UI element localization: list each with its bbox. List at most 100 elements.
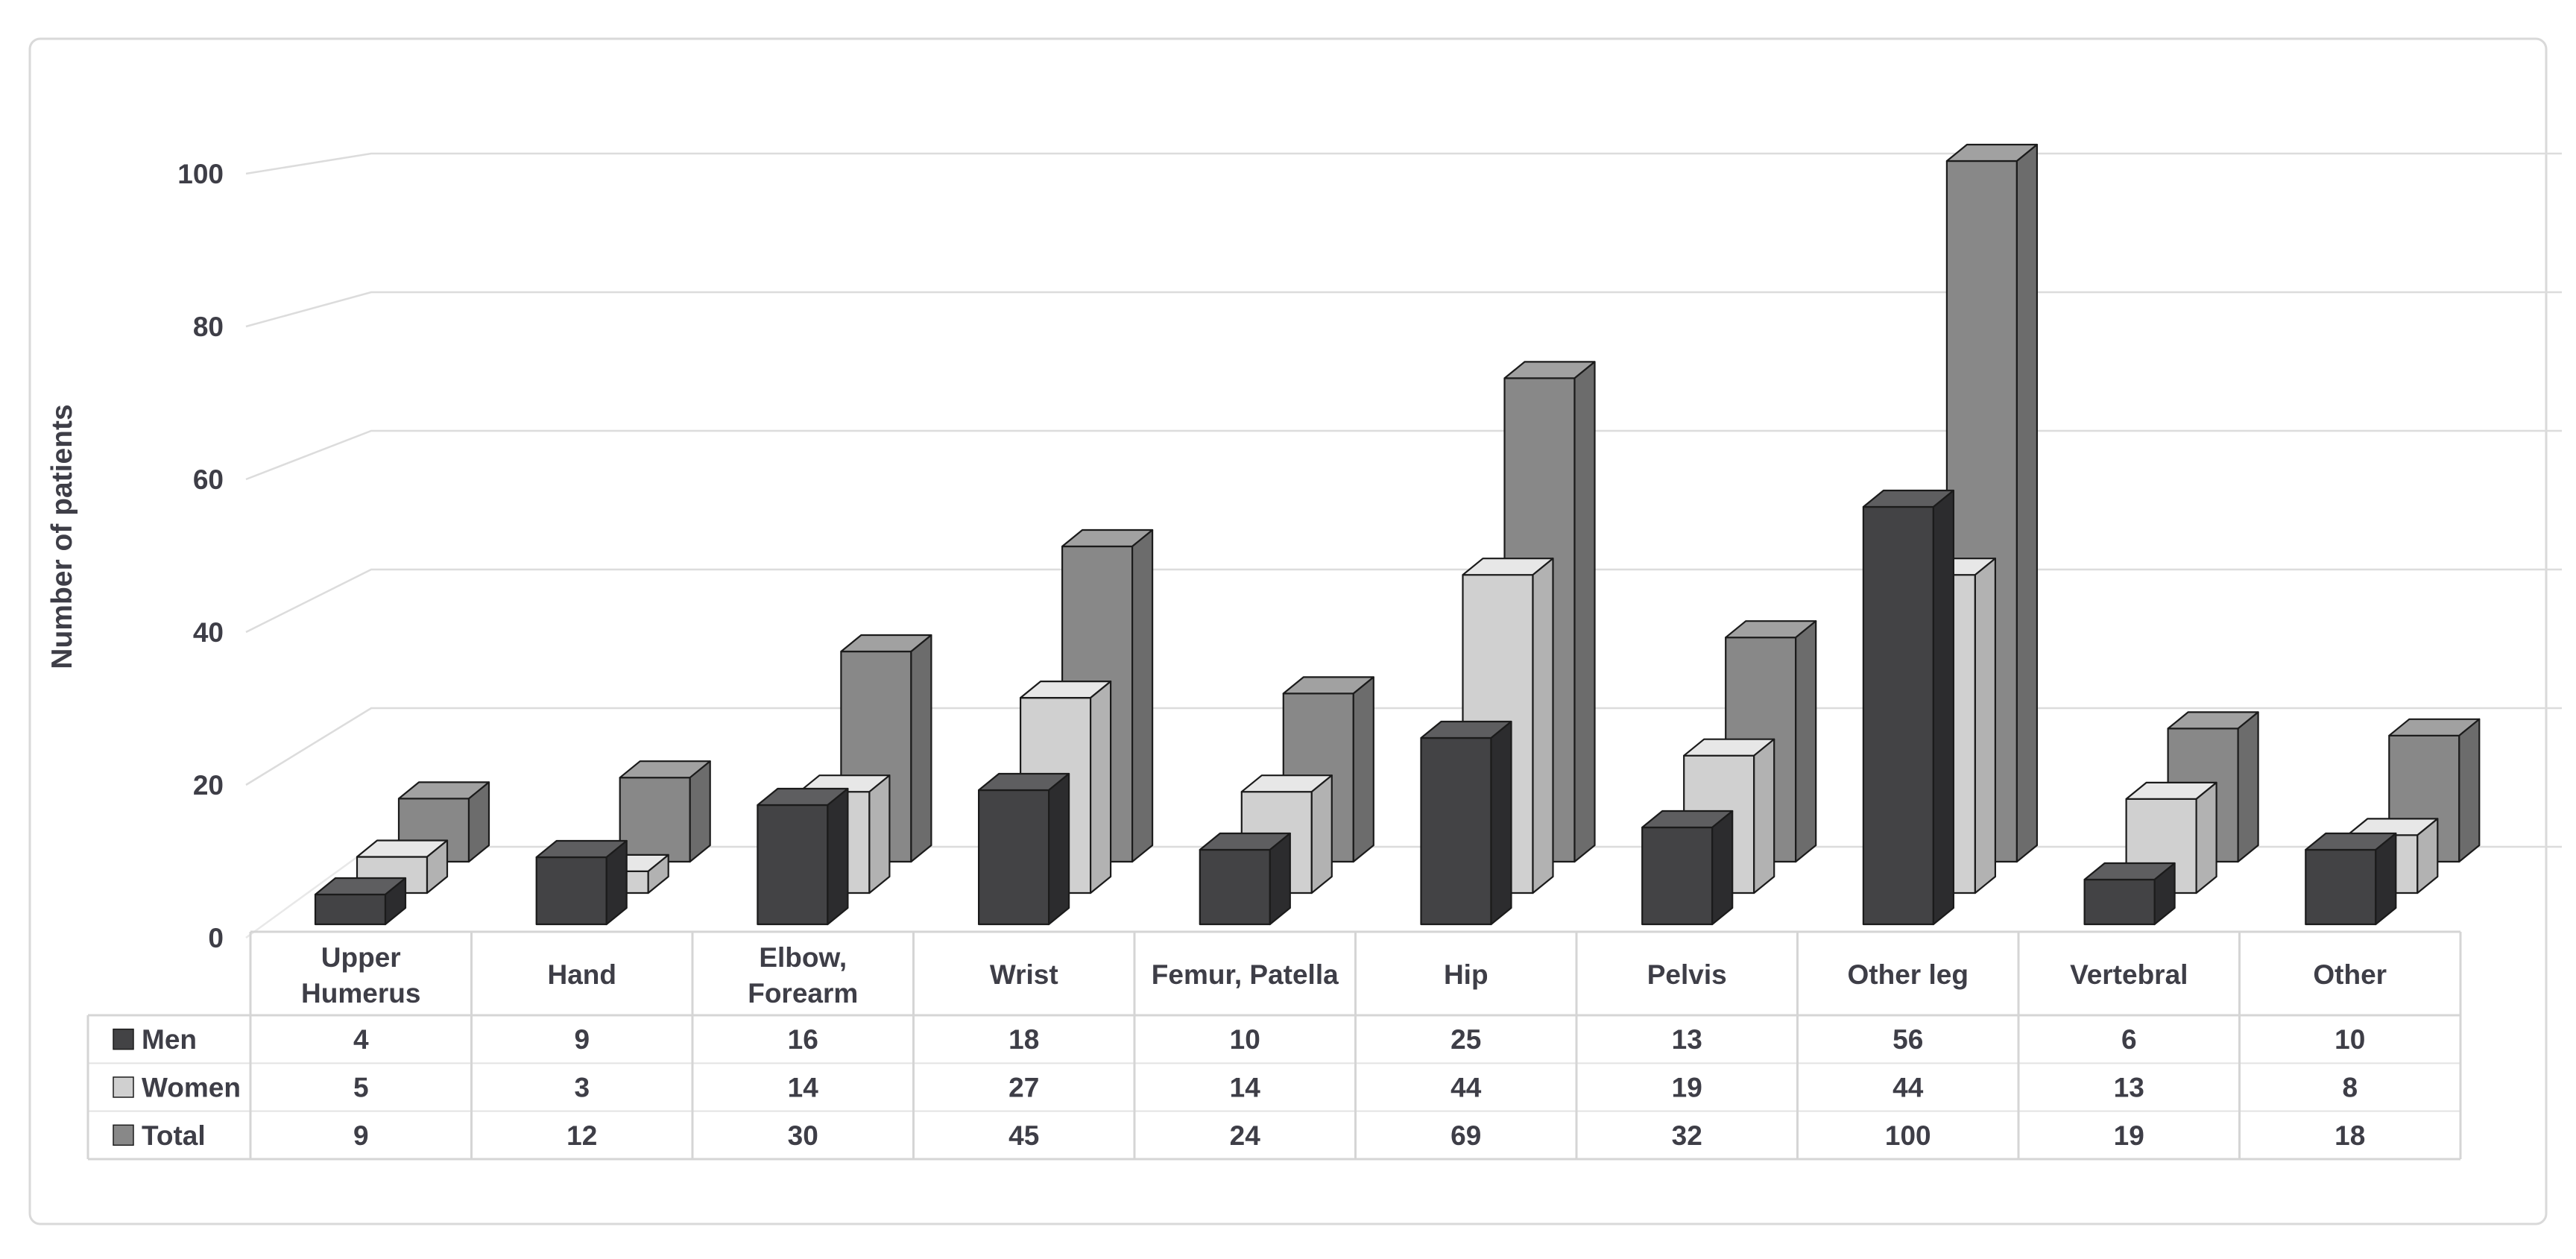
table-value-women-other: 8 <box>2342 1072 2358 1102</box>
legend-key-men <box>113 1028 134 1050</box>
bar-side-face <box>1048 772 1070 926</box>
bar-side-face <box>2195 781 2217 894</box>
bar-side-face <box>1932 489 1954 926</box>
category-header-femur-patella: Femur, Patella <box>1152 959 1339 990</box>
bar-side-face <box>1573 361 1596 863</box>
bar-side-face <box>1711 810 1734 926</box>
data-table: Upper Humerus Hand Elbow, Forearm Wrist Femur,… <box>86 930 2462 1161</box>
bar-side-face <box>1131 528 1154 863</box>
bar-side-face <box>426 839 449 894</box>
table-value-men-other-leg: 56 <box>1892 1024 1923 1055</box>
bar-side-face <box>384 877 407 926</box>
table-value-total-elbow-forearm: 30 <box>788 1120 818 1151</box>
y-axis-tick-labels: 0 20 40 60 80 100 <box>177 159 224 953</box>
category-header-other-leg: Other leg <box>1848 959 1969 990</box>
bar-front-face <box>1420 736 1492 926</box>
legend-label-total: Total <box>142 1120 206 1151</box>
bar-front-face <box>1641 826 1714 926</box>
bar-side-face <box>1310 774 1333 894</box>
bar-side-face <box>910 634 932 863</box>
series-row-men <box>314 489 2397 926</box>
table-value-women-hip: 44 <box>1450 1072 1482 1102</box>
y-tick-100: 100 <box>177 159 224 189</box>
bar-side-face <box>2375 832 2397 926</box>
y-tick-60: 60 <box>193 464 224 495</box>
table-value-men-elbow-forearm: 16 <box>788 1024 818 1055</box>
table-value-men-hip: 25 <box>1450 1024 1481 1055</box>
category-header-wrist: Wrist <box>990 959 1058 990</box>
chart-frame <box>28 37 2548 1225</box>
gridline-40 <box>245 568 2562 634</box>
bar-front-face <box>1199 848 1271 926</box>
bar-men-elbow-forearm <box>757 787 849 926</box>
category-header-pelvis: Pelvis <box>1647 959 1727 990</box>
table-value-men-vertebral: 6 <box>2121 1024 2137 1055</box>
category-header-elbow-forearm: Elbow, Forearm <box>748 942 858 1009</box>
y-tick-0: 0 <box>208 923 224 953</box>
bar-side-face <box>605 839 628 926</box>
bar-men-other <box>2305 832 2397 926</box>
bar-side-face <box>647 853 669 894</box>
bar-men-other-leg <box>1862 489 1954 926</box>
table-value-women-femur-patella: 14 <box>1230 1072 1261 1102</box>
y-axis-title: Number of patients <box>46 404 78 669</box>
table-value-women-other-leg: 44 <box>1892 1072 1924 1102</box>
bar-total-hand <box>619 760 711 863</box>
bar-side-face <box>2153 862 2176 926</box>
bar-side-face <box>689 760 711 863</box>
legend-label-men: Men <box>142 1024 197 1055</box>
bar-side-face <box>1974 558 1996 894</box>
table-value-total-upper-humerus: 9 <box>353 1120 369 1151</box>
y-tick-40: 40 <box>193 617 224 648</box>
bar-side-face <box>827 787 849 926</box>
bar-front-face <box>757 804 829 926</box>
gridline-60 <box>245 429 2562 481</box>
table-value-women-upper-humerus: 5 <box>353 1072 369 1102</box>
bar-side-face <box>1490 720 1512 926</box>
bar-side-face <box>1532 558 1554 894</box>
bar-front-face <box>2083 878 2156 926</box>
bar-side-face <box>467 781 490 863</box>
bar-series-group <box>314 143 2481 926</box>
bar-side-face <box>1269 832 1291 926</box>
table-value-total-pelvis: 32 <box>1672 1120 1702 1151</box>
legend-key-total <box>113 1124 134 1146</box>
legend-label-women: Women <box>142 1072 241 1102</box>
table-value-men-wrist: 18 <box>1008 1024 1039 1055</box>
y-tick-80: 80 <box>193 312 224 342</box>
bar-men-femur-patella <box>1199 832 1291 926</box>
table-value-total-other-leg: 100 <box>1885 1120 1931 1151</box>
bar-side-face <box>1090 681 1112 894</box>
table-value-men-hand: 9 <box>574 1024 590 1055</box>
bar-men-wrist <box>978 772 1070 926</box>
bar-side-face <box>2416 818 2439 894</box>
floor-left-edge <box>245 845 372 939</box>
table-value-men-pelvis: 13 <box>1672 1024 1702 1055</box>
table-value-women-elbow-forearm: 14 <box>788 1072 819 1102</box>
bar-side-face <box>1352 676 1374 863</box>
bar-side-face <box>2458 718 2481 863</box>
table-value-total-wrist: 45 <box>1008 1120 1039 1151</box>
bar-men-vertebral <box>2083 862 2176 926</box>
table-value-women-pelvis: 19 <box>1672 1072 1702 1102</box>
legend-key-women <box>113 1076 134 1098</box>
gridline-80 <box>245 291 2562 328</box>
table-value-men-upper-humerus: 4 <box>353 1024 369 1055</box>
bar-front-face <box>1862 505 1934 926</box>
bar-front-face <box>535 856 607 926</box>
table-value-men-other: 10 <box>2334 1024 2365 1055</box>
table-value-men-femur-patella: 10 <box>1230 1024 1260 1055</box>
table-grid <box>86 930 2462 1161</box>
bar-side-face <box>1795 620 1817 863</box>
bar-men-hand <box>535 839 628 926</box>
table-value-women-hand: 3 <box>574 1072 590 1102</box>
gridline-100 <box>245 152 2562 175</box>
bar-men-hip <box>1420 720 1512 926</box>
bar-side-face <box>1753 738 1775 894</box>
table-value-total-hand: 12 <box>566 1120 597 1151</box>
bar-side-face <box>868 774 891 894</box>
bar-front-face <box>978 789 1050 926</box>
bar-men-upper-humerus <box>314 877 407 926</box>
table-value-women-vertebral: 13 <box>2114 1072 2144 1102</box>
